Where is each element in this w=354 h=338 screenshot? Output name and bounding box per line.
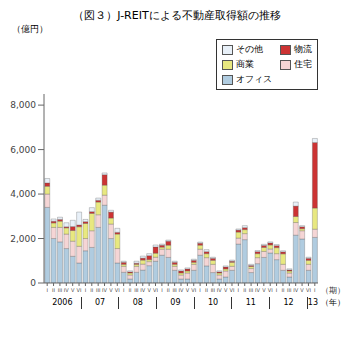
svg-text:I: I [46,287,47,293]
svg-text:III: III [58,287,62,293]
svg-text:I: I [276,287,277,293]
svg-text:I: I [199,287,200,293]
html-text:11: 11 [245,298,256,307]
svg-text:IV: IV [255,287,260,293]
html-text:2006: 2006 [52,298,73,307]
svg-text:II: II [281,287,284,293]
html-text:12: 12 [283,298,294,307]
svg-text:I: I [85,287,86,293]
svg-text:IV: IV [64,287,69,293]
svg-text:I: I [123,287,124,293]
svg-text:4,000: 4,000 [10,189,36,199]
svg-text:8,000: 8,000 [10,100,36,110]
svg-text:IV: IV [179,287,184,293]
svg-text:II: II [52,287,55,293]
svg-text:I: I [314,287,315,293]
svg-text:V: V [147,287,151,293]
svg-text:V: V [262,287,266,293]
svg-text:II: II [129,287,132,293]
svg-text:I: I [238,287,239,293]
svg-text:VI: VI [77,287,82,293]
svg-text:VI: VI [115,287,120,293]
svg-text:IV: IV [140,287,145,293]
svg-text:II: II [167,287,170,293]
svg-text:VI: VI [230,287,235,293]
svg-text:V: V [186,287,190,293]
html-text:その他: その他 [236,44,263,54]
svg-text:VI: VI [191,287,196,293]
svg-text:6,000: 6,000 [10,145,36,155]
svg-text:V: V [224,287,228,293]
svg-text:（期）: （期） [321,286,345,295]
svg-text:2,000: 2,000 [10,234,36,244]
svg-text:IV: IV [217,287,222,293]
html-text:07: 07 [94,298,106,307]
html-text:10: 10 [208,298,219,307]
html-text:商業: 商業 [236,59,254,69]
svg-text:I: I [161,287,162,293]
svg-text:II: II [90,287,93,293]
svg-text:V: V [71,287,75,293]
html-text:09: 09 [170,298,181,307]
svg-text:III: III [287,287,291,293]
html-text:（図３）J-REITによる不動産取得額の推移: （図３）J-REITによる不動産取得額の推移 [73,9,281,22]
svg-text:IV: IV [102,287,107,293]
svg-text:V: V [300,287,304,293]
svg-text:0: 0 [30,278,36,288]
html-text:住宅: 住宅 [294,59,312,69]
html-text:08: 08 [132,298,143,307]
svg-text:VI: VI [306,287,311,293]
html-text:オフィス: オフィス [236,74,272,84]
svg-text:IV: IV [293,287,298,293]
svg-text:II: II [243,287,246,293]
html-text:物流: 物流 [294,44,312,54]
svg-text:III: III [134,287,138,293]
svg-text:VI: VI [153,287,158,293]
svg-text:VI: VI [268,287,273,293]
svg-text:V: V [109,287,113,293]
html-text:13 （年）: 13 （年） [307,298,345,307]
svg-text:III: III [96,287,100,293]
svg-text:III: III [249,287,253,293]
svg-text:II: II [205,287,208,293]
svg-text:III: III [211,287,215,293]
html-text:（億円）: （億円） [12,24,48,34]
svg-text:III: III [172,287,176,293]
